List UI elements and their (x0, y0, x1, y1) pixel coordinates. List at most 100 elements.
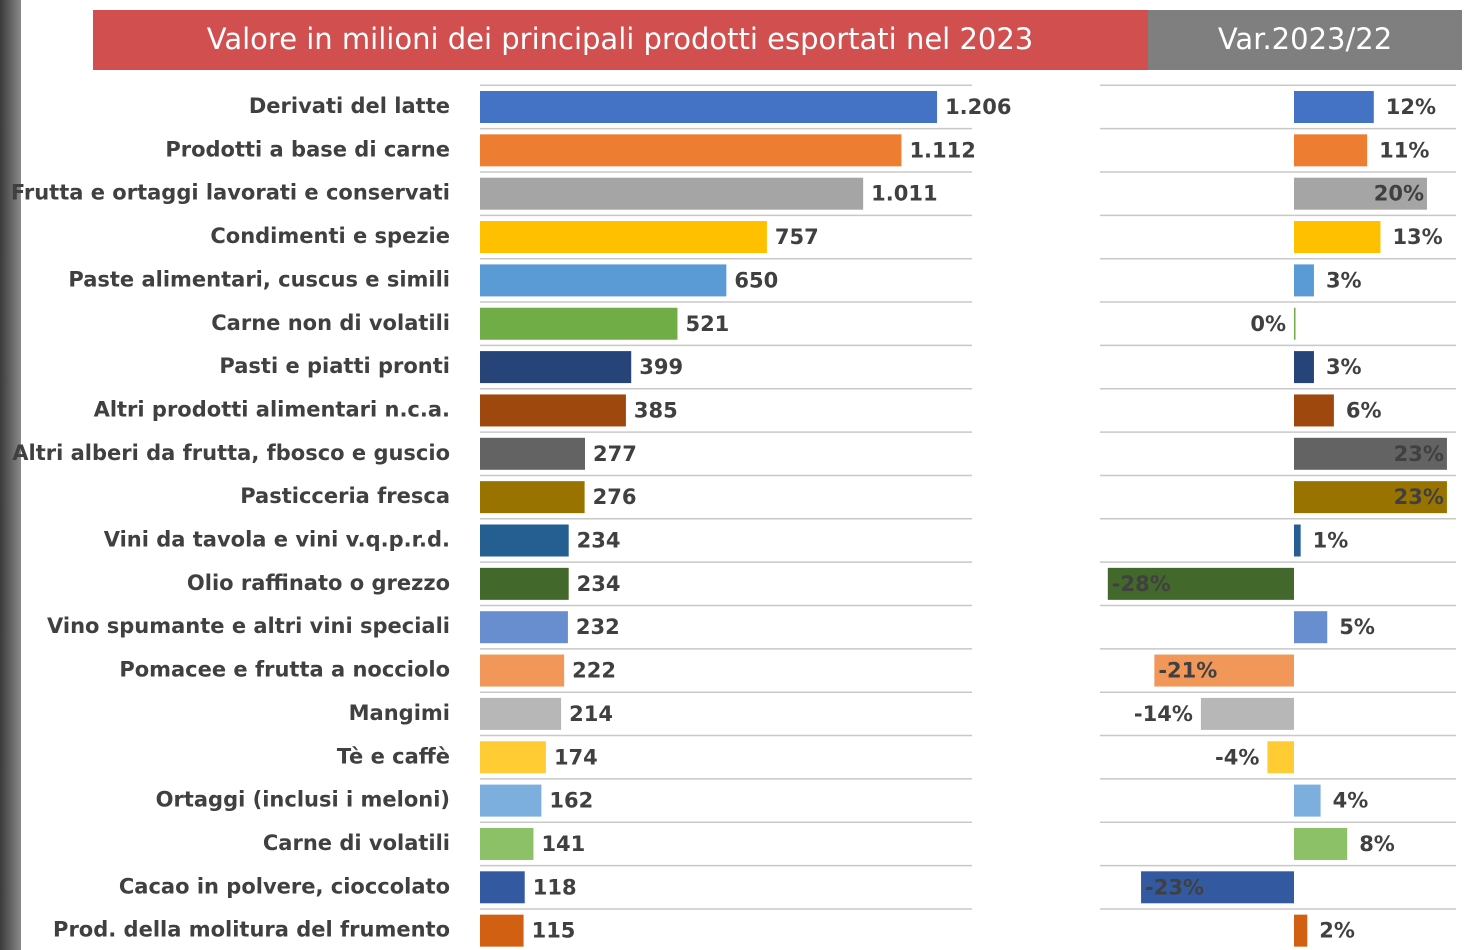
value-label: 174 (554, 745, 598, 769)
category-label: Carne non di volatili (211, 311, 450, 335)
bar (1294, 91, 1374, 123)
bar (480, 654, 565, 687)
bar (1294, 524, 1301, 557)
bar (1294, 134, 1368, 167)
bar (1294, 351, 1314, 384)
bar (1267, 741, 1294, 774)
value-label: 4% (1333, 789, 1369, 813)
category-label: Vini da tavola e vini v.q.p.r.d. (104, 528, 450, 552)
category-label: Pomacee e frutta a nocciolo (119, 658, 450, 682)
bar (480, 394, 626, 427)
bar (1107, 567, 1294, 600)
bar (480, 481, 585, 514)
value-label: 399 (639, 355, 683, 379)
category-label: Condimenti e spezie (210, 224, 450, 248)
value-label: 20% (1374, 182, 1424, 206)
bar (480, 611, 568, 644)
category-label: Frutta e ortaggi lavorati e conservati (11, 181, 450, 205)
value-label: 757 (775, 225, 819, 249)
value-label: 2% (1319, 919, 1355, 943)
value-label: 1.112 (909, 138, 975, 162)
category-label: Ortaggi (inclusi i meloni) (156, 788, 450, 812)
value-label: 234 (577, 529, 621, 553)
value-label: 222 (572, 659, 616, 683)
value-label: 1.011 (871, 182, 937, 206)
bar (1154, 654, 1294, 687)
value-label: 650 (734, 268, 778, 292)
value-label: 6% (1346, 398, 1382, 422)
bar (480, 524, 569, 557)
value-label: 3% (1326, 355, 1362, 379)
category-label: Cacao in polvere, cioccolato (119, 874, 450, 898)
bar (1294, 177, 1427, 210)
value-label: 232 (576, 615, 620, 639)
value-label: -28% (1112, 572, 1171, 596)
category-label: Altri alberi da frutta, fbosco e guscio (12, 441, 450, 465)
bar (480, 437, 585, 470)
value-label: 214 (569, 702, 613, 726)
bar (480, 177, 864, 210)
value-label: 141 (541, 832, 585, 856)
value-label: 11% (1379, 138, 1429, 162)
category-label: Vino spumante e altri vini speciali (47, 614, 450, 638)
category-label: Carne di volatili (263, 831, 450, 855)
value-label: -4% (1215, 745, 1259, 769)
title-background (93, 10, 1148, 70)
bar (1294, 914, 1308, 947)
bar (1294, 611, 1328, 644)
bar (480, 134, 902, 167)
value-label: -14% (1134, 702, 1193, 726)
bar (1141, 871, 1294, 904)
bar (1294, 827, 1348, 860)
bar (480, 307, 678, 340)
bar (1294, 264, 1314, 297)
value-label: 23% (1394, 442, 1444, 466)
bar (480, 871, 525, 904)
value-label: 276 (593, 485, 637, 509)
value-label: 1.206 (945, 95, 1011, 119)
bar (480, 914, 524, 947)
bar (480, 351, 632, 384)
bar (480, 567, 569, 600)
category-label: Derivati del latte (249, 94, 450, 118)
value-label: 385 (634, 398, 678, 422)
category-label: Prod. della molitura del frumento (53, 918, 450, 942)
value-label: 115 (532, 919, 576, 943)
value-label: 8% (1359, 832, 1395, 856)
value-label: 23% (1394, 485, 1444, 509)
bar (1294, 221, 1381, 254)
chart-title: Var.2023/22 (1218, 22, 1392, 56)
value-label: -21% (1158, 659, 1217, 683)
category-label: Tè e caffè (337, 744, 450, 768)
value-label: 0% (1250, 312, 1286, 336)
value-label: 521 (685, 312, 729, 336)
category-label: Mangimi (349, 701, 450, 725)
value-label: 277 (593, 442, 637, 466)
title-background (1148, 10, 1462, 70)
bar (1200, 697, 1294, 730)
bar (480, 91, 938, 123)
bar (480, 697, 562, 730)
bar (480, 741, 546, 774)
value-label: 234 (577, 572, 621, 596)
category-label: Prodotti a base di carne (165, 137, 450, 161)
bar (1294, 307, 1296, 340)
category-label: Pasticceria fresca (240, 484, 450, 508)
bar (1294, 784, 1321, 817)
value-label: 118 (533, 875, 577, 899)
chart-title: Valore in milioni dei principali prodott… (207, 22, 1034, 56)
bar (1294, 394, 1334, 427)
category-label: Altri prodotti alimentari n.c.a. (94, 397, 450, 421)
value-label: 162 (549, 789, 593, 813)
bar (1294, 481, 1447, 514)
value-label: 12% (1386, 95, 1436, 119)
value-label: 5% (1339, 615, 1375, 639)
value-label: -23% (1145, 875, 1204, 899)
category-label: Paste alimentari, cuscus e simili (68, 267, 450, 291)
value-label: 13% (1392, 225, 1442, 249)
bar (480, 264, 727, 297)
bar (480, 827, 534, 860)
value-label: 3% (1326, 268, 1362, 292)
category-label: Pasti e piatti pronti (219, 354, 450, 378)
